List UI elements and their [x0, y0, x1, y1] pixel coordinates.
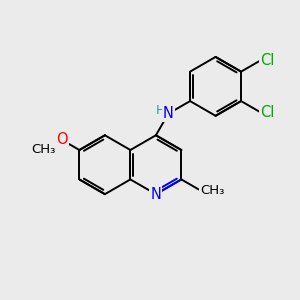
Text: Cl: Cl — [260, 105, 275, 120]
Text: N: N — [163, 106, 174, 121]
Text: CH₃: CH₃ — [32, 143, 56, 157]
Text: CH₃: CH₃ — [200, 184, 225, 197]
Text: Cl: Cl — [260, 53, 275, 68]
Text: O: O — [56, 132, 68, 147]
Text: H: H — [155, 103, 165, 117]
Text: N: N — [151, 187, 161, 202]
